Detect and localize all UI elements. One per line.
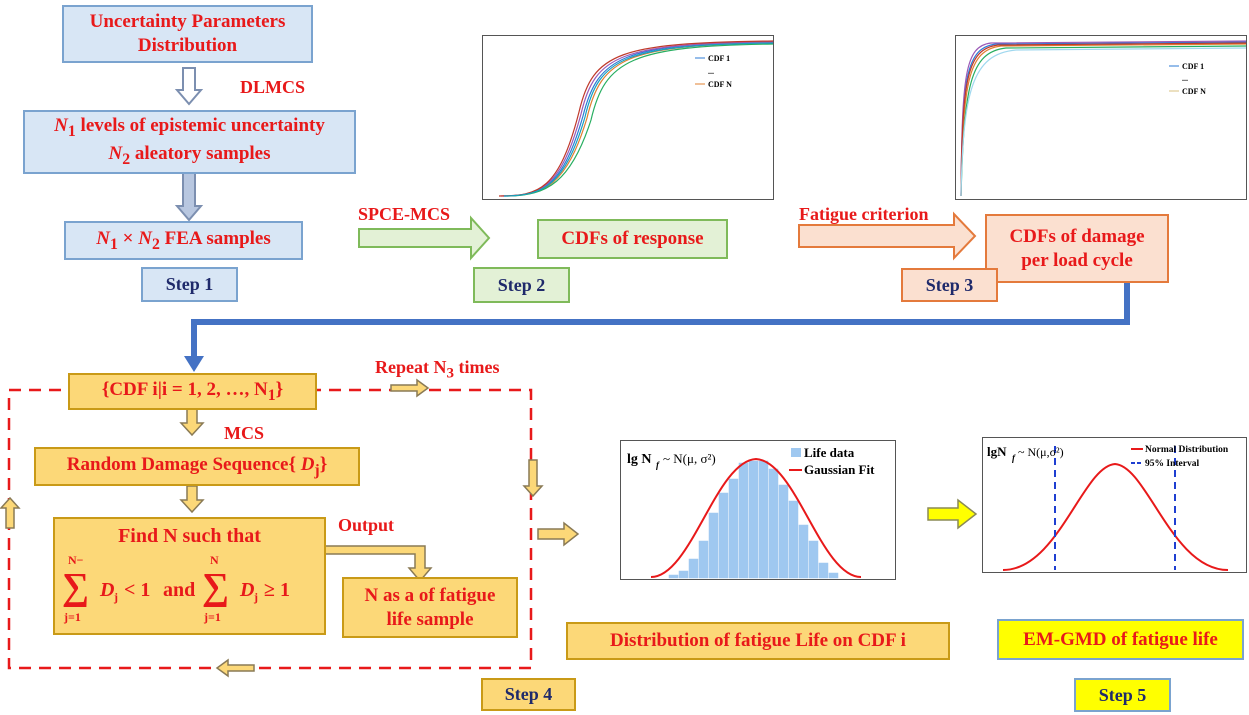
- fea-samples-box: N1 × N2 FEA samples: [64, 221, 303, 260]
- svg-text:D: D: [239, 579, 254, 601]
- svg-text:j: j: [113, 590, 118, 604]
- svg-text:f: f: [1012, 453, 1016, 463]
- distribution-label-box: Distribution of fatigue Life on CDF i: [566, 622, 950, 660]
- hist-legend-1: Life data: [804, 445, 855, 460]
- svg-text:∑: ∑: [62, 566, 89, 608]
- svg-text:D: D: [99, 579, 114, 601]
- epistemic-levels-box: N1 levels of epistemic uncertainty N2 al…: [23, 110, 356, 174]
- svg-text:N: N: [210, 553, 219, 567]
- aleatory-text: aleatory samples: [134, 143, 271, 164]
- svg-text:j=1: j=1: [203, 610, 221, 624]
- step-2-label: Step 2: [473, 267, 570, 303]
- find-n-box: Find N such that N− ∑ j=1 D j < 1 and N …: [53, 517, 326, 635]
- repeat-text: Repeat N: [375, 357, 447, 377]
- damage-line-2: per load cycle: [1021, 249, 1133, 271]
- damage-cdf-plot: CDF 1 ... CDF N: [955, 35, 1247, 200]
- histogram-graphic: lg N f ~ N(μ, σ²) Life data Gaussian Fit: [627, 445, 875, 579]
- uncertainty-parameters-box: Uncertainty Parameters Distribution: [62, 5, 313, 63]
- find-n-text: Find N such that: [118, 524, 261, 547]
- damage-cdf-curves: CDF 1 ... CDF N: [960, 40, 1247, 197]
- response-cdf-plot: CDF 1 ... CDF N: [482, 35, 774, 200]
- damage-line-1: CDFs of damage: [1009, 225, 1145, 247]
- ge-one: ≥ 1: [264, 579, 290, 601]
- n-sample-line-2: life sample: [386, 608, 474, 630]
- step3-legend-2: ...: [1182, 74, 1188, 83]
- svg-text:N−: N−: [68, 553, 84, 567]
- svg-text:j=1: j=1: [63, 610, 81, 624]
- hist-dist: ~ N(μ, σ²): [663, 451, 716, 466]
- step-3-label: Step 3: [901, 268, 998, 302]
- spce-mcs-label: SPCE-MCS: [358, 204, 451, 224]
- step-4-label: Step 4: [481, 678, 576, 711]
- uncertainty-line-1: Uncertainty Parameters: [89, 11, 286, 33]
- step2-legend-3: CDF N: [708, 80, 732, 89]
- step3-legend-3: CDF N: [1182, 87, 1206, 96]
- cdf-set-text: {CDF i|i = 1, 2, …, N: [101, 378, 268, 400]
- distribution-label-text: Distribution of fatigue Life on CDF i: [610, 630, 906, 652]
- output-label: Output: [338, 515, 395, 535]
- plot5-title: lgN: [987, 444, 1007, 459]
- fatigue-criterion-label: Fatigue criterion: [799, 204, 929, 224]
- normal-distribution-plot: lgN f ~ N(μ,σ²) Normal Distribution 95% …: [982, 437, 1247, 573]
- step-1-label: Step 1: [141, 267, 238, 302]
- lt-one: < 1: [124, 579, 150, 601]
- and-text: and: [163, 579, 195, 601]
- epistemic-text: levels of epistemic uncertainty: [80, 115, 325, 137]
- plot5-legend-1: Normal Distribution: [1145, 445, 1229, 455]
- random-damage-box: Random Damage Sequence{ Dj}: [34, 447, 360, 486]
- dlmcs-label: DLMCS: [240, 77, 306, 97]
- hist-legend-2: Gaussian Fit: [804, 462, 875, 477]
- svg-text:f: f: [656, 460, 660, 470]
- step-5-label: Step 5: [1074, 678, 1171, 712]
- epistemic-line: N1 levels of epistemic uncertainty: [54, 115, 325, 141]
- uncertainty-line-2: Distribution: [137, 35, 238, 56]
- mcs-label: MCS: [224, 423, 264, 443]
- svg-text:∑: ∑: [202, 566, 229, 608]
- repeat-suffix: times: [458, 357, 500, 377]
- response-cdfs-box: CDFs of response: [537, 219, 728, 259]
- aleatory-line: N2 aleatory samples: [108, 143, 271, 168]
- plot5-dist: ~ N(μ,σ²): [1018, 445, 1064, 459]
- normal-curve-graphic: lgN f ~ N(μ,σ²) Normal Distribution 95% …: [987, 444, 1229, 571]
- svg-text:j: j: [253, 590, 258, 604]
- n-sample-box: N as a of fatigue life sample: [342, 577, 518, 638]
- response-cdf-curves: CDF 1 ... CDF N: [498, 40, 774, 197]
- sum-condition-formula: N− ∑ j=1 D j < 1 and N ∑ j=1 D j ≥ 1: [62, 553, 290, 624]
- n-sample-line-1: N as a of fatigue: [364, 584, 496, 606]
- step2-legend-2: ...: [708, 67, 714, 76]
- step2-legend-1: CDF 1: [708, 54, 730, 63]
- plot5-legend-2: 95% Interval: [1145, 459, 1199, 469]
- damage-cdfs-box: CDFs of damage per load cycle: [985, 214, 1169, 283]
- em-gmd-box: EM-GMD of fatigue life: [997, 619, 1244, 660]
- random-damage-text: Random Damage Sequence{: [66, 453, 296, 475]
- step3-legend-1: CDF 1: [1182, 62, 1204, 71]
- fea-text: FEA samples: [164, 227, 271, 249]
- fatigue-life-histogram: lg N f ~ N(μ, σ²) Life data Gaussian Fit: [620, 440, 896, 580]
- hist-title: lg N: [627, 452, 652, 467]
- repeat-label: Repeat N3 times: [375, 357, 500, 382]
- cdf-set-box: {CDF i|i = 1, 2, …, N1}: [68, 373, 317, 410]
